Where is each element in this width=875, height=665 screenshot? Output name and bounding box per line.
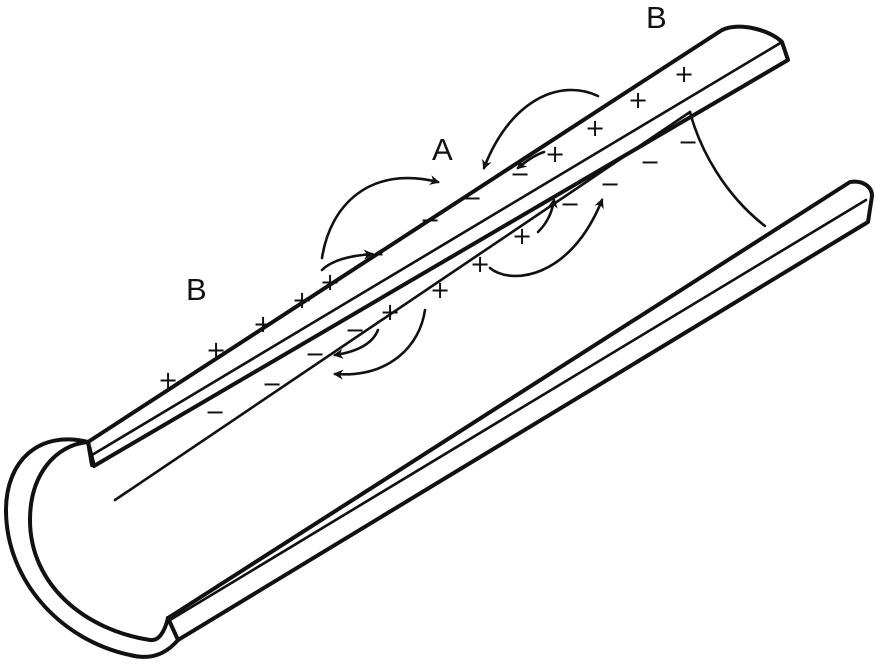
arrow-outer-left-to-A (320, 175, 440, 260)
tube-top-rim-ridge (90, 40, 784, 457)
current-arrows (320, 88, 604, 380)
inner-surface-charges: − − − − + + + + − − − − (205, 128, 698, 426)
minus-sign: − (600, 170, 620, 198)
minus-sign: − (420, 206, 440, 234)
plus-sign: + (380, 298, 400, 326)
plus-sign: + (628, 86, 648, 114)
label-A: A (432, 132, 453, 167)
plus-sign: + (292, 286, 312, 314)
tube-bottom-rim (166, 179, 874, 642)
tube-body (4, 24, 874, 659)
minus-sign: − (560, 190, 580, 218)
minus-sign: − (365, 240, 385, 268)
tube-front-outer-edge (4, 437, 180, 659)
plus-sign: + (320, 268, 340, 296)
tube-back-arc (688, 110, 767, 228)
label-B-left: B (186, 272, 207, 307)
minus-sign: − (462, 184, 482, 212)
plus-sign: + (470, 250, 490, 278)
minus-sign: − (678, 128, 698, 156)
plus-sign: + (158, 366, 178, 394)
plus-sign: + (253, 310, 273, 338)
tube-bottom-rim-ridge (168, 198, 868, 622)
minus-sign: − (640, 148, 660, 176)
minus-sign: − (305, 340, 325, 368)
label-B-right: B (646, 0, 667, 35)
arrow-outer-right-to-A (482, 88, 600, 170)
arrow-near-A-small (516, 150, 546, 170)
arrow-inner-left-long (333, 308, 427, 380)
plus-sign: + (585, 114, 605, 142)
plus-sign: + (512, 222, 532, 250)
outer-surface-charges: + + + + + − − − − + + + + (158, 60, 694, 394)
minus-sign: − (262, 370, 282, 398)
membrane-inner-line (113, 110, 692, 502)
plus-sign: + (206, 336, 226, 364)
minus-sign: − (510, 160, 530, 188)
arrow-inner-right-long (488, 198, 604, 278)
minus-sign: − (345, 316, 365, 344)
plus-sign: + (545, 140, 565, 168)
tube-top-rim (86, 24, 790, 468)
plus-sign: + (430, 276, 450, 304)
plus-sign: + (674, 60, 694, 88)
arrow-inner-right-short (536, 198, 558, 234)
arrow-inner-left-short (333, 328, 380, 359)
tube-front-inner-edge (28, 440, 170, 643)
arrow-left-inner-link (320, 249, 374, 272)
minus-sign: − (205, 398, 225, 426)
